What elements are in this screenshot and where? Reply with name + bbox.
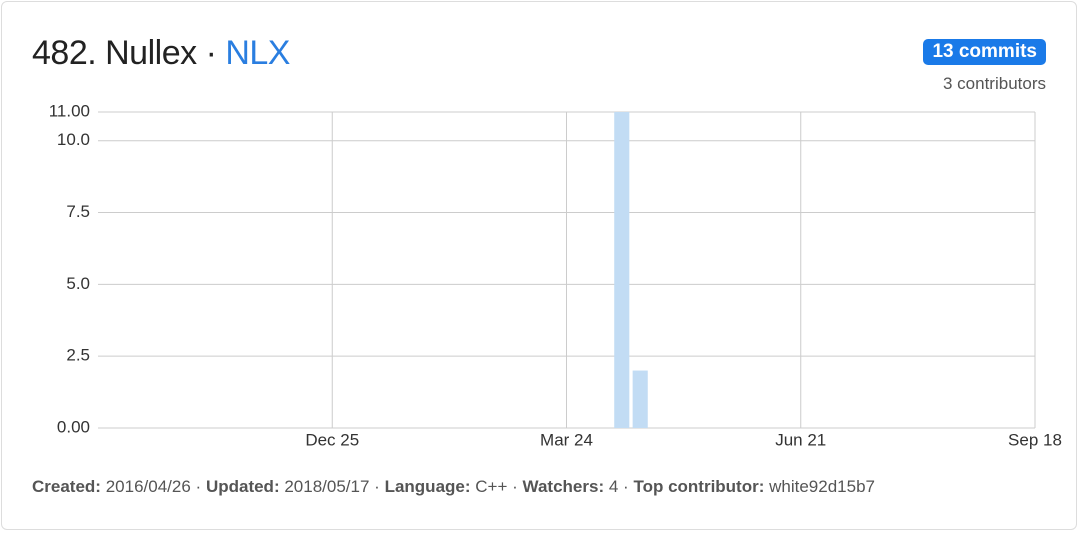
- y-tick-label: 11.00: [49, 101, 90, 120]
- y-tick-label: 2.5: [66, 346, 90, 365]
- x-tick-label: Jun 21: [775, 430, 826, 449]
- footer-label: Watchers:: [522, 477, 605, 496]
- separator: ·: [205, 34, 217, 72]
- bar: [632, 370, 648, 428]
- bar: [614, 112, 630, 428]
- x-tick-label: Mar 24: [540, 430, 593, 449]
- footer: Created: 2016/04/26 · Updated: 2018/05/1…: [32, 477, 875, 497]
- coin-symbol[interactable]: NLX: [225, 34, 290, 72]
- y-tick-label: 5.0: [66, 274, 90, 293]
- footer-label: Updated:: [205, 477, 280, 496]
- y-tick-label: 0.00: [57, 417, 90, 436]
- contributors: 3 contributors: [943, 74, 1046, 93]
- footer-label: Created:: [32, 477, 101, 496]
- footer-value: C++: [475, 477, 508, 496]
- footer-label: Top contributor:: [633, 477, 765, 496]
- title: 482. Nullex · NLX: [32, 34, 290, 73]
- footer-value: 2018/05/17: [284, 477, 370, 496]
- x-tick-label: Dec 25: [305, 430, 359, 449]
- footer-value: 4: [608, 477, 619, 496]
- commits-badge: 13 commits: [923, 39, 1046, 65]
- separator: ·: [623, 477, 629, 496]
- y-tick-label: 7.5: [66, 202, 90, 221]
- footer-value: 2016/04/26: [105, 477, 191, 496]
- x-tick-label: Sep 18: [1008, 430, 1062, 449]
- footer-label: Language:: [384, 477, 471, 496]
- separator: ·: [374, 477, 380, 496]
- separator: ·: [195, 477, 202, 496]
- footer-value: white92d15b7: [769, 477, 875, 496]
- separator: ·: [512, 477, 518, 496]
- coin-name: 482. Nullex: [32, 34, 197, 72]
- y-tick-label: 10.0: [57, 130, 90, 149]
